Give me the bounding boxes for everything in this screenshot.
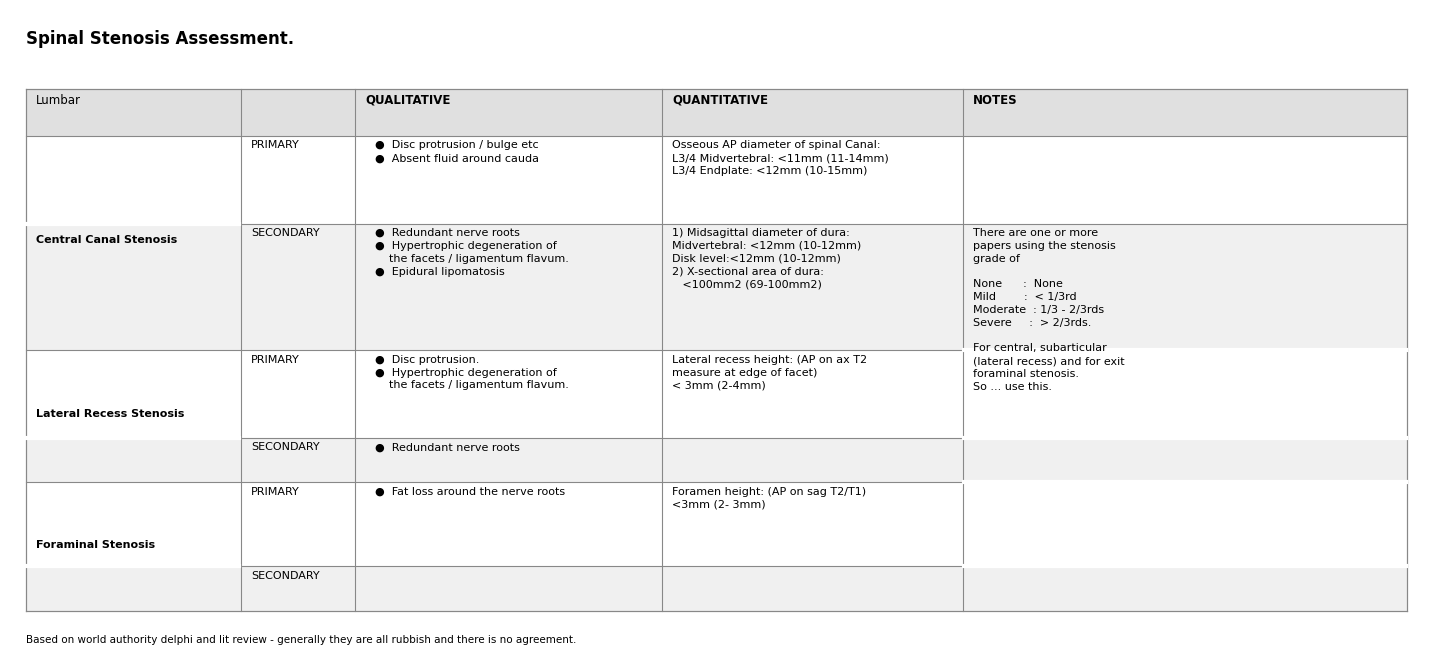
- Text: There are one or more
papers using the stenosis
grade of

None      :  None
Mild: There are one or more papers using the s…: [973, 228, 1125, 392]
- Text: ●  Disc protrusion.
●  Hypertrophic degeneration of
    the facets / ligamentum : ● Disc protrusion. ● Hypertrophic degene…: [375, 354, 569, 390]
- Text: ●  Redundant nerve roots: ● Redundant nerve roots: [375, 442, 520, 452]
- Bar: [26, 224, 1407, 350]
- Bar: [26, 566, 1407, 610]
- Text: SECONDARY: SECONDARY: [251, 442, 320, 452]
- Text: ●  Fat loss around the nerve roots: ● Fat loss around the nerve roots: [375, 486, 566, 496]
- Text: SECONDARY: SECONDARY: [251, 571, 320, 581]
- Bar: [26, 482, 1407, 566]
- Text: NOTES: NOTES: [973, 94, 1017, 107]
- Bar: [26, 350, 1407, 438]
- Text: QUALITATIVE: QUALITATIVE: [365, 94, 451, 107]
- Text: Lateral recess height: (AP on ax T2
measure at edge of facet)
< 3mm (2-4mm): Lateral recess height: (AP on ax T2 meas…: [672, 354, 867, 390]
- Text: ●  Redundant nerve roots
●  Hypertrophic degeneration of
    the facets / ligame: ● Redundant nerve roots ● Hypertrophic d…: [375, 228, 569, 277]
- Text: Central Canal Stenosis: Central Canal Stenosis: [36, 235, 178, 245]
- Text: 1) Midsagittal diameter of dura:
Midvertebral: <12mm (10-12mm)
Disk level:<12mm : 1) Midsagittal diameter of dura: Midvert…: [672, 228, 861, 289]
- Text: Lumbar: Lumbar: [36, 94, 80, 107]
- Text: Foraminal Stenosis: Foraminal Stenosis: [36, 540, 155, 550]
- Text: Foramen height: (AP on sag T2/T1)
<3mm (2- 3mm): Foramen height: (AP on sag T2/T1) <3mm (…: [672, 486, 866, 510]
- Text: ●  Disc protrusion / bulge etc
●  Absent fluid around cauda: ● Disc protrusion / bulge etc ● Absent f…: [375, 141, 539, 163]
- Text: PRIMARY: PRIMARY: [251, 354, 299, 365]
- Bar: [26, 438, 1407, 482]
- Bar: [26, 136, 1407, 224]
- Text: PRIMARY: PRIMARY: [251, 141, 299, 150]
- Bar: [26, 89, 1407, 136]
- Text: PRIMARY: PRIMARY: [251, 486, 299, 496]
- Text: Lateral Recess Stenosis: Lateral Recess Stenosis: [36, 409, 185, 420]
- Text: QUANTITATIVE: QUANTITATIVE: [672, 94, 768, 107]
- Text: Based on world authority delphi and lit review - generally they are all rubbish : Based on world authority delphi and lit …: [26, 636, 576, 645]
- Text: Spinal Stenosis Assessment.: Spinal Stenosis Assessment.: [26, 30, 294, 48]
- Text: SECONDARY: SECONDARY: [251, 228, 320, 238]
- Text: Osseous AP diameter of spinal Canal:
L3/4 Midvertebral: <11mm (11-14mm)
L3/4 End: Osseous AP diameter of spinal Canal: L3/…: [672, 141, 888, 176]
